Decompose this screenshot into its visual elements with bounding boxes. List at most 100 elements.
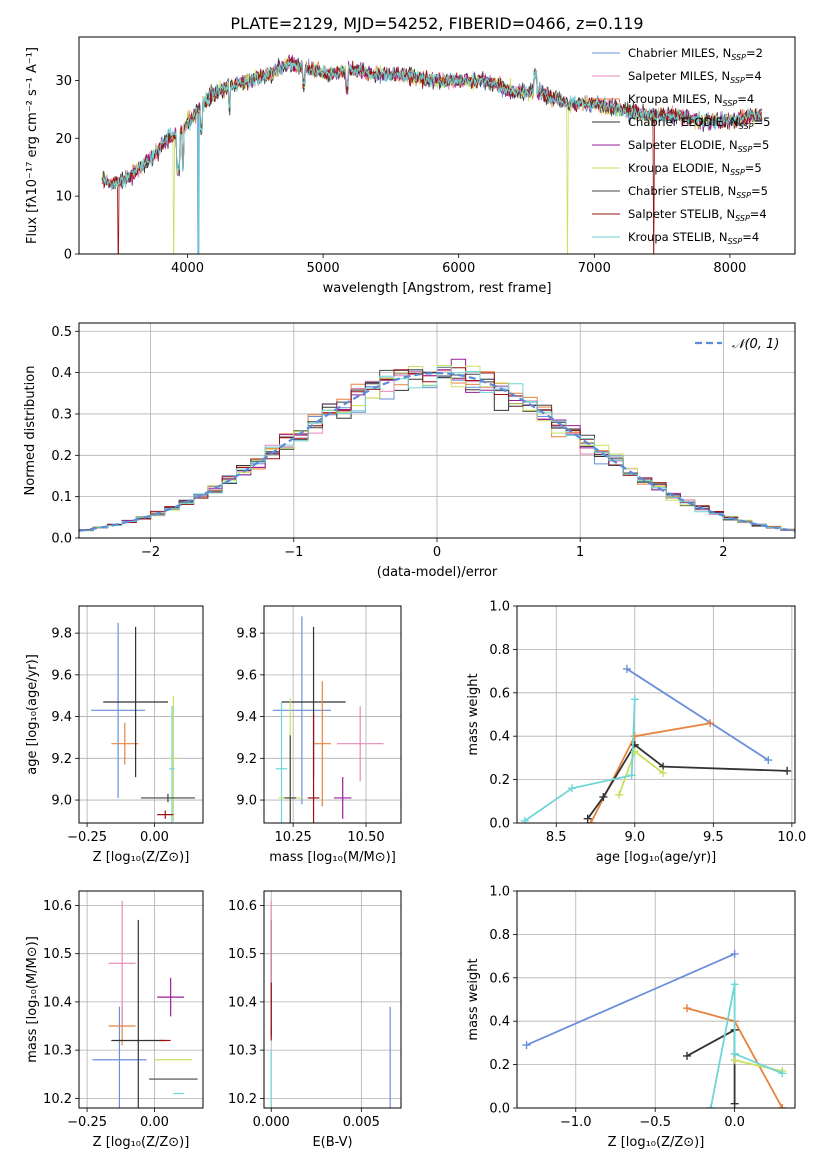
spectrum-ylabel: Flux [fλ10⁻¹⁷ erg cm⁻² s⁻¹ A⁻¹] (25, 47, 40, 244)
residuals-xtick-label: 2 (719, 545, 727, 560)
mass_vs_ebv-ytick-label: 10.4 (228, 995, 257, 1010)
figure-title: PLATE=2129, MJD=54252, FIBERID=0466, z=0… (230, 14, 643, 33)
age_vs_mass-plot-area (272, 616, 384, 823)
weight_vs_age-marker (622, 664, 631, 673)
weight_vs_Z-marker (730, 1049, 739, 1058)
weight_vs_age-ytick-label: 1.0 (489, 600, 510, 615)
weight_vs_age-marker (659, 769, 668, 778)
spectrum-plot-area (101, 54, 763, 254)
residuals-xtick-label: −2 (141, 545, 160, 560)
residuals-ytick-label: 0.5 (51, 325, 72, 340)
mass_vs_Z-ytick-label: 10.5 (43, 947, 72, 962)
weight_vs_age-line (586, 743, 788, 820)
age_vs_Z-ytick-label: 9.0 (51, 794, 72, 809)
mass_vs_Z-frame (78, 890, 204, 1109)
spectrum-ytick-label: 0 (64, 248, 72, 263)
weight_vs_age-marker (586, 819, 595, 823)
weight_vs_Z-marker (682, 1051, 691, 1060)
weight_vs_age-marker (630, 732, 639, 741)
weight_vs_Z-marker (522, 1041, 531, 1050)
normal-legend-label: 𝒩(0, 1) (732, 337, 779, 352)
legend-label: Chabrier ELODIE, NSSP=5 (628, 115, 770, 131)
hist-step-kroupa-stelib (79, 366, 795, 538)
legend-label: Chabrier MILES, NSSP=2 (628, 46, 763, 62)
residuals-plot-area (79, 358, 795, 538)
age_vs_mass-ytick-label: 9.6 (236, 668, 257, 683)
spectrum-legend: Chabrier MILES, NSSP=2 Salpeter MILES, NS… (592, 46, 770, 246)
weight_vs_age-ytick-label: 0.2 (489, 773, 510, 788)
weight_vs_age-line (589, 722, 711, 823)
residuals-ytick-label: 0.0 (51, 532, 72, 547)
mass_vs_Z-ytick-label: 10.2 (43, 1092, 72, 1107)
weight_vs_age-marker (520, 816, 529, 823)
weight_vs_age-marker (583, 814, 592, 823)
mass_vs_ebv-ytick-label: 10.6 (228, 899, 257, 914)
mass_vs_Z-ylabel: mass [log₁₀(M/M⊙)] (25, 936, 40, 1063)
spectrum-ytick-label: 10 (55, 190, 72, 205)
weight_vs_age-marker (783, 766, 792, 775)
weight_vs_Z-xtick-label: 0.0 (724, 1115, 745, 1130)
weight_vs_age-ytick-label: 0.4 (489, 730, 510, 745)
weight_vs_Z-ytick-label: 0.4 (489, 1015, 510, 1030)
legend-label: Kroupa STELIB, NSSP=4 (628, 230, 759, 246)
weight_vs_Z-ytick-label: 0.6 (489, 971, 510, 986)
mass_vs_ebv-panel: 0.000 0.005 10.2 10.3 10.4 10.5 10.6 E(B-V) (228, 890, 402, 1150)
weight_vs_age-marker (706, 719, 715, 728)
spectrum-xtick-label: 5000 (307, 261, 340, 276)
weight_vs_age-xtick-label: 10.0 (777, 830, 806, 845)
age_vs_mass-ytick-label: 9.4 (236, 710, 257, 725)
residuals-xlabel: (data-model)/error (377, 565, 498, 580)
weight_vs_age-ytick-label: 0.0 (489, 817, 510, 832)
legend-label: Salpeter STELIB, NSSP=4 (628, 207, 767, 223)
weight_vs_Z-ytick-label: 0.0 (489, 1102, 510, 1117)
legend-label: Kroupa MILES, NSSP=4 (628, 92, 754, 108)
weight_vs_age-frame (516, 605, 796, 824)
mass_vs_Z-xtick-label: 0.00 (140, 1115, 169, 1130)
weight_vs_Z-ytick-label: 0.8 (489, 928, 510, 943)
age_vs_mass-xlabel: mass [log₁₀(M/M⊙)] (269, 850, 396, 865)
residuals-ytick-label: 0.3 (51, 407, 72, 422)
weight_vs_age-ytick-label: 0.8 (489, 643, 510, 658)
weight_vs_Z-ytick-label: 0.2 (489, 1058, 510, 1073)
age_vs_mass-xtick-label: 10.50 (347, 830, 384, 845)
spectrum-xlabel: wavelength [Angstrom, rest frame] (323, 281, 552, 296)
mass_vs_ebv-ytick-label: 10.3 (228, 1044, 257, 1059)
residuals-ylabel: Normed distribution (23, 366, 38, 496)
residuals-panel: −2 −1 0 1 2 0.0 0.1 0.2 0.3 0.4 0.5 (data-model)/er… (23, 322, 796, 580)
mass_vs_Z-plot-area (92, 900, 198, 1108)
weight_vs_Z-ytick-label: 1.0 (489, 885, 510, 900)
mass_vs_ebv-xtick-label: 0.005 (343, 1115, 380, 1130)
weight_vs_Z-marker (778, 1069, 787, 1078)
residuals-xtick-label: −1 (284, 545, 303, 560)
weight_vs_Z-marker (730, 949, 739, 958)
mass_vs_Z-xtick-label: −0.25 (67, 1115, 107, 1130)
legend-label: Salpeter ELODIE, NSSP=5 (628, 138, 769, 154)
age_vs_mass-ytick-label: 9.0 (236, 794, 257, 809)
weight_vs_age-marker (630, 695, 639, 704)
weight_vs_age-ytick-label: 0.6 (489, 686, 510, 701)
age_vs_Z-xtick-label: −0.25 (67, 830, 107, 845)
age_vs_Z-xtick-label: 0.00 (140, 830, 169, 845)
weight_vs_Z-plot-area (522, 949, 787, 1108)
normal-curve (79, 371, 795, 532)
mass_vs_ebv-frame (263, 890, 402, 1109)
spectrum-xtick-label: 6000 (442, 261, 475, 276)
weight_vs_Z-xlabel: Z [log₁₀(Z/Z⊙)] (608, 1135, 705, 1150)
weight_vs_Z-marker (730, 980, 739, 989)
age_vs_Z-ytick-label: 9.2 (51, 752, 72, 767)
age_vs_Z-ytick-label: 9.6 (51, 668, 72, 683)
weight_vs_age-xtick-label: 9.0 (624, 830, 645, 845)
mass_vs_Z-xlabel: Z [log₁₀(Z/Z⊙)] (93, 1135, 190, 1150)
age_vs_mass-xtick-label: 10.25 (275, 830, 312, 845)
mass_vs_ebv-xlabel: E(B-V) (312, 1135, 352, 1150)
weight_vs_Z-marker (778, 1104, 787, 1108)
mass_vs_Z-ytick-label: 10.4 (43, 995, 72, 1010)
age_vs_Z-xlabel: Z [log₁₀(Z/Z⊙)] (93, 850, 190, 865)
mass_vs_ebv-ytick-label: 10.5 (228, 947, 257, 962)
legend-label: Salpeter MILES, NSSP=4 (628, 69, 762, 85)
spectrum-xtick-label: 7000 (578, 261, 611, 276)
weight_vs_Z-xtick-label: −1.0 (560, 1115, 592, 1130)
weight_vs_age-panel: 8.5 9.0 9.5 10.0 0.0 0.2 0.4 0.6 0.8 1.0 age [log₁… (466, 600, 806, 866)
weight_vs_age-marker (627, 771, 636, 780)
age_vs_Z-plot-area (91, 622, 195, 823)
